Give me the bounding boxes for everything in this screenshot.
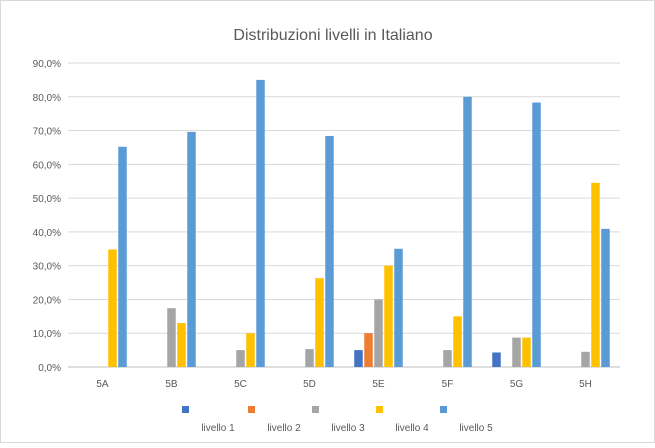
y-tick-label: 70,0% xyxy=(33,127,61,138)
x-tick-label: 5E xyxy=(372,379,385,390)
legend-label: livello 4 xyxy=(395,423,429,434)
bar-5d-series-3 xyxy=(305,349,314,367)
x-axis: 5A 5B 5C 5D 5E 5F 5G 5H xyxy=(96,379,592,390)
bar-5e-series-3 xyxy=(374,299,383,367)
legend-swatch xyxy=(312,406,319,413)
bar-5e-series-1 xyxy=(354,350,363,367)
bar-5e-series-4 xyxy=(384,265,393,367)
bar-5d-series-5 xyxy=(325,135,334,367)
bar-5c-series-3 xyxy=(236,350,245,367)
legend-label: livello 1 xyxy=(201,423,235,434)
y-tick-label: 10,0% xyxy=(33,329,61,340)
y-tick-label: 40,0% xyxy=(33,228,61,239)
legend-label: livello 3 xyxy=(331,423,365,434)
y-axis: 0,0% 10,0% 20,0% 30,0% 40,0% 50,0% 60,0% 70,0% 8… xyxy=(33,59,61,374)
y-tick-label: 50,0% xyxy=(33,194,61,205)
y-tick-label: 20,0% xyxy=(33,295,61,306)
x-tick-label: 5G xyxy=(510,379,524,390)
bar-5h-series-4 xyxy=(591,182,600,367)
bar-5e-series-2 xyxy=(364,333,373,367)
bar-5c-series-4 xyxy=(246,333,255,367)
legend-swatch xyxy=(440,406,447,413)
bar-5g-series-3 xyxy=(512,337,521,367)
bar-5f-series-3 xyxy=(443,350,452,367)
legend-swatch xyxy=(248,406,255,413)
y-tick-label: 80,0% xyxy=(33,93,61,104)
chart-title: Distribuzioni livelli in Italiano xyxy=(233,27,432,44)
bar-5b-series-4 xyxy=(177,323,186,367)
bar-5d-series-4 xyxy=(315,278,324,367)
y-tick-label: 0,0% xyxy=(38,363,61,374)
x-tick-label: 5D xyxy=(303,379,316,390)
y-tick-label: 30,0% xyxy=(33,262,61,273)
x-tick-label: 5B xyxy=(165,379,178,390)
bar-5g-series-4 xyxy=(522,337,531,367)
legend-swatch xyxy=(182,406,189,413)
legend-label: livello 5 xyxy=(459,423,493,434)
bar-5h-series-5 xyxy=(601,228,610,367)
bar-5f-series-5 xyxy=(463,96,472,368)
bar-5e-series-5 xyxy=(394,248,403,367)
bar-5b-series-3 xyxy=(167,308,176,367)
bar-5g-series-1 xyxy=(492,352,501,367)
bar-5a-series-5 xyxy=(118,146,127,367)
x-tick-label: 5A xyxy=(96,379,109,390)
y-tick-label: 60,0% xyxy=(33,160,61,171)
bar-5a-series-4 xyxy=(108,249,117,367)
bar-5h-series-3 xyxy=(581,351,590,367)
x-tick-label: 5F xyxy=(442,379,454,390)
bar-5b-series-5 xyxy=(187,131,196,367)
legend-label: livello 2 xyxy=(267,423,301,434)
y-tick-label: 90,0% xyxy=(33,59,61,70)
bar-5c-series-5 xyxy=(256,79,265,367)
legend: livello 1 livello 2 livello 3 livello 4 live… xyxy=(182,406,493,434)
legend-swatch xyxy=(376,406,383,413)
bars xyxy=(108,79,610,368)
bar-5g-series-5 xyxy=(532,102,541,368)
x-tick-label: 5C xyxy=(234,379,247,390)
bar-5f-series-4 xyxy=(453,316,462,367)
x-tick-label: 5H xyxy=(579,379,592,390)
